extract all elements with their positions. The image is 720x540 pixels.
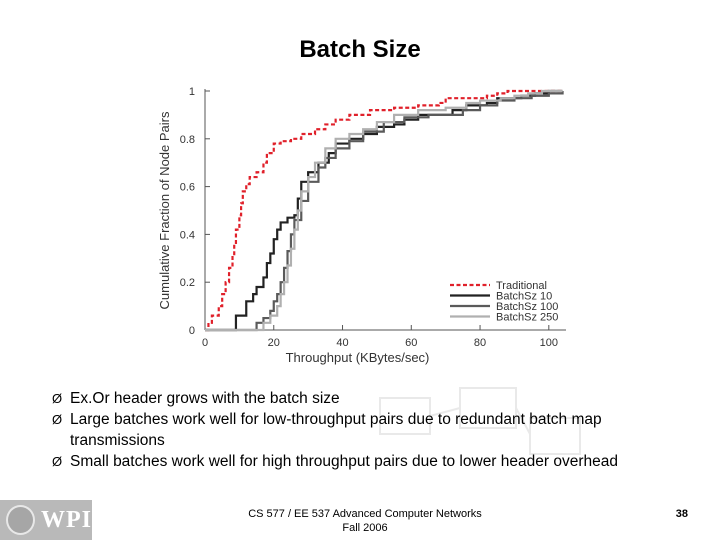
bullet-arrow-icon: Ø [52,391,63,406]
y-tick-label: 0.6 [180,182,195,194]
y-axis-label: Cumulative Fraction of Node Pairs [157,111,172,309]
y-tick-label: 0 [189,325,195,337]
wpi-logo: WPI [0,500,92,540]
footer-term: Fall 2006 [342,522,388,534]
x-tick-label: 80 [474,337,486,349]
page-number: 38 [675,508,688,520]
slide-title: Batch Size [299,36,421,63]
y-tick-label: 1 [189,86,195,98]
chart-axes: 0 0.2 0.4 0.6 0.8 1 0 20 40 60 80 100 [180,86,566,349]
slide-footer: CS 577 / EE 537 Advanced Computer Networ… [200,507,530,535]
x-tick-label: 20 [268,337,280,349]
bullet-text: Small batches work well for high through… [70,453,618,470]
x-axis-label: Throughput (KBytes/sec) [286,350,430,365]
x-tick-label: 60 [405,337,417,349]
y-tick-label: 0.8 [180,134,195,146]
chart-series [205,89,564,332]
chart-background [150,78,570,370]
series-line [205,89,563,332]
bullet-text: Ex.Or header grows with the batch size [70,390,340,407]
logo-text: WPI [41,506,92,533]
y-tick-label: 0.2 [180,277,195,289]
seal-icon [6,505,35,535]
bullet-text: Large batches work well for low-throughp… [70,411,602,449]
legend-label: BatchSz 250 [496,312,558,324]
series-line [205,91,564,332]
x-tick-label: 0 [202,337,208,349]
series-line [205,89,563,332]
footer-course: CS 577 / EE 537 Advanced Computer Networ… [248,508,482,520]
legend-label: BatchSz 10 [496,291,552,303]
bullet-arrow-icon: Ø [52,454,63,469]
x-tick-label: 100 [540,337,558,349]
legend-label: Traditional [496,280,547,292]
bullet-arrow-icon: Ø [52,412,63,427]
bullet-item: Ø Ex.Or header grows with the batch size [52,388,692,409]
bullet-item: Ø Large batches work well for low-throug… [52,409,692,451]
bullet-item: Ø Small batches work well for high throu… [52,451,692,472]
bullet-list: Ø Ex.Or header grows with the batch size… [52,388,692,472]
legend-label: BatchSz 100 [496,301,558,313]
x-tick-label: 40 [336,337,348,349]
cdf-chart: 00.20.40.60.810 20 40 60 80 100 TraditionalBa… [150,78,570,370]
y-tick-label: 0.4 [180,229,195,241]
